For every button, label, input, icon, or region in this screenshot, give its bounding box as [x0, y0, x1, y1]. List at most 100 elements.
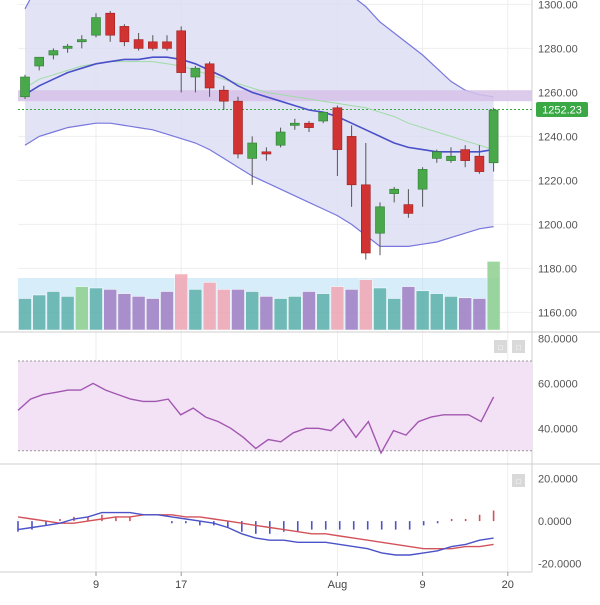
volume-bar [60, 296, 75, 331]
volume-bar [18, 298, 32, 331]
price-tick-label: 1220.00 [538, 175, 578, 187]
volume-bar [32, 294, 46, 331]
volume-bar [330, 286, 345, 331]
candle-up [417, 169, 428, 190]
candle-up [431, 151, 442, 159]
price-tick-label: 1160.00 [538, 307, 577, 319]
candle-up [62, 45, 73, 49]
macd-signal-line [17, 514, 494, 550]
volume-bar [288, 296, 302, 331]
rsi-panel-buttons[interactable]: □ □ [494, 340, 525, 353]
candle-up [34, 56, 45, 67]
rsi-tick-label: 60.0000 [538, 378, 578, 390]
candle-down [204, 63, 215, 89]
candle-down [403, 204, 414, 214]
candle-up [389, 188, 400, 194]
candle-up [247, 142, 257, 159]
panel-button-3-glyph: □ [516, 477, 521, 486]
macd-panel-buttons[interactable]: □ [512, 474, 525, 487]
x-tick-label: 17 [175, 579, 187, 591]
last-price-badge: 1252.23 [536, 102, 588, 117]
candle-down [176, 30, 186, 73]
volume-bar [160, 291, 174, 331]
volume-bar [359, 279, 373, 331]
x-tick-label: 9 [93, 579, 99, 591]
bollinger-middle-line [24, 56, 494, 153]
panel-button-1-glyph: □ [498, 343, 503, 352]
price-tick-label: 1200.00 [538, 219, 578, 231]
panel-button-1[interactable] [494, 340, 507, 353]
volume-bar [131, 296, 146, 331]
candle-down [474, 155, 485, 172]
volume-bar [430, 293, 444, 331]
volume-bar [486, 261, 501, 331]
candle-down [233, 100, 243, 155]
volume-bars [18, 261, 501, 331]
candle-up [446, 155, 456, 161]
volume-bar [117, 293, 132, 331]
candlesticks [20, 11, 499, 260]
volume-bar [146, 298, 160, 331]
panel-button-2[interactable] [512, 340, 525, 353]
volume-bar [46, 291, 61, 331]
x-tick-label: 20 [502, 579, 514, 591]
macd-line [17, 511, 494, 556]
price-tick-label: 1280.00 [538, 43, 578, 55]
panel-button-2-glyph: □ [516, 343, 521, 352]
last-price-badge-bg [536, 102, 588, 117]
candle-up [318, 111, 329, 122]
candle-up [77, 39, 87, 43]
candle-down [219, 89, 229, 102]
volume-bar [401, 286, 416, 331]
candle-down [460, 149, 471, 161]
candle-down [261, 151, 272, 155]
candle-up [20, 76, 30, 98]
candle-up [48, 50, 59, 56]
last-price-label: 1252.23 [542, 105, 582, 117]
candle-down [119, 26, 130, 43]
x-tick-label: Aug [328, 579, 348, 591]
candle-down [105, 12, 115, 36]
panel-button-3[interactable] [512, 474, 525, 487]
volume-bar [472, 298, 487, 331]
candle-up [375, 206, 385, 234]
candle-up [488, 109, 499, 164]
price-tick-label: 1260.00 [538, 87, 578, 99]
macd-tick-label: 20.0000 [538, 474, 578, 486]
candle-up [289, 122, 300, 126]
volume-bar [316, 293, 330, 331]
volume-bar [273, 298, 288, 331]
price-tick-label: 1240.00 [538, 131, 578, 143]
volume-bar [344, 289, 359, 331]
bollinger-bands [24, 0, 494, 247]
candle-down [332, 107, 343, 150]
rsi-line [17, 382, 495, 455]
time-axis: 9 17 Aug 9 20 [93, 572, 514, 591]
rsi-band-fill [18, 360, 532, 451]
bollinger-upper-line [24, 0, 494, 98]
volume-bar [302, 291, 316, 331]
rsi-content: 80.0000 60.0000 40.0000 [17, 333, 578, 455]
volume-bar [202, 282, 217, 331]
volume-bar [415, 290, 430, 331]
candle-up [190, 67, 201, 78]
price-tick-label: 1300.00 [538, 0, 578, 11]
candle-down [162, 41, 172, 49]
candle-down [360, 184, 371, 254]
price-panel[interactable]: 1300.00 1280.00 1260.00 1240.00 1220.00 1200.… [18, 0, 588, 331]
volume-bar [373, 287, 387, 331]
price-axis: 1300.00 1280.00 1260.00 1240.00 1220.00 1200.… [538, 0, 578, 319]
candle-up [275, 131, 286, 146]
rsi-panel[interactable]: □ □ 80.0000 60.0000 40.0000 [17, 333, 578, 455]
volume-bar [75, 286, 89, 331]
candle-down [148, 41, 158, 49]
volume-bar [245, 291, 259, 331]
rsi-tick-label: 40.0000 [538, 423, 578, 435]
candle-down [346, 136, 357, 186]
macd-panel[interactable]: □ 20.0000 0.0000 -20.0000 [17, 474, 581, 571]
volume-bar [174, 273, 188, 331]
volume-bar [188, 289, 203, 331]
volume-bar [217, 289, 231, 331]
volume-bar [231, 289, 245, 331]
